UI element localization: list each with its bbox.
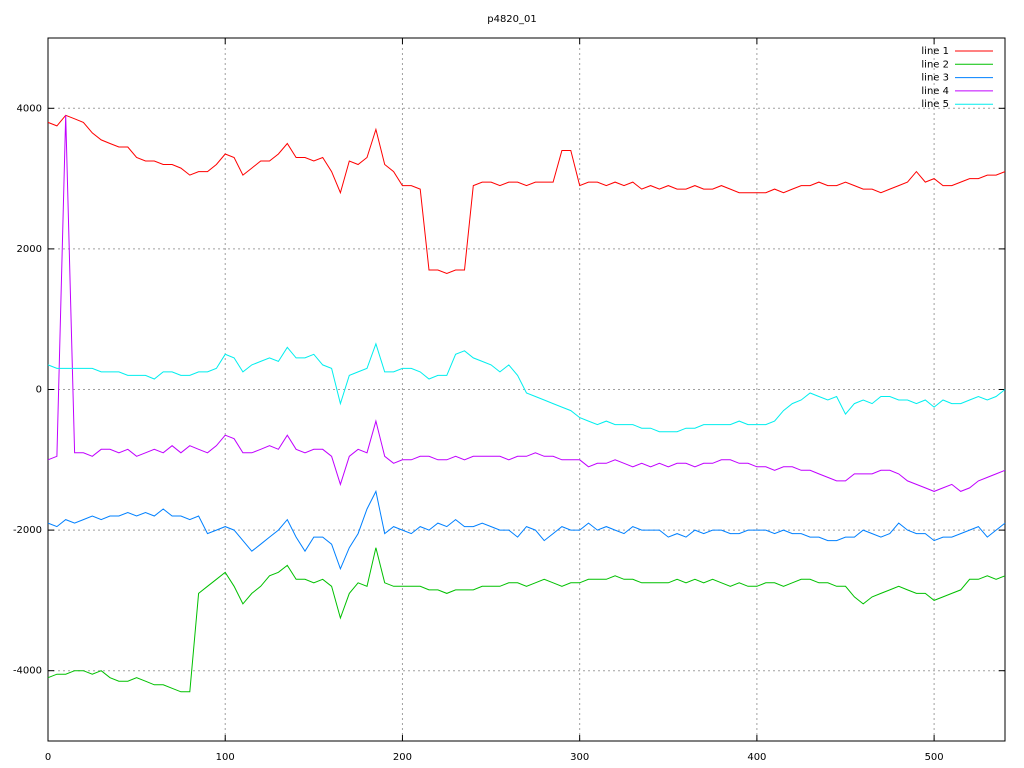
data-line bbox=[47, 342, 1006, 433]
data-line bbox=[47, 114, 1006, 275]
x-tick-label: 100 bbox=[216, 752, 235, 763]
y-tick-label: 0 bbox=[36, 385, 42, 396]
x-tick-label: 500 bbox=[925, 752, 944, 763]
plot-frame bbox=[47, 37, 1006, 742]
y-tick-label: -2000 bbox=[13, 525, 42, 536]
y-tick-label: 2000 bbox=[17, 244, 42, 255]
legend-label: line 5 bbox=[921, 99, 949, 110]
x-tick-label: 0 bbox=[45, 752, 51, 763]
x-tick-label: 300 bbox=[570, 752, 589, 763]
y-tick-label: -4000 bbox=[13, 666, 42, 677]
data-line bbox=[47, 489, 1006, 571]
chart-title: p4820_01 bbox=[487, 14, 537, 25]
data-line bbox=[47, 115, 1006, 492]
data-line bbox=[47, 547, 1006, 693]
legend-label: line 4 bbox=[921, 86, 949, 97]
legend-label: line 1 bbox=[921, 46, 949, 57]
legend-label: line 2 bbox=[921, 59, 949, 70]
x-tick-label: 200 bbox=[393, 752, 412, 763]
x-tick-label: 400 bbox=[747, 752, 766, 763]
legend-label: line 3 bbox=[921, 73, 949, 84]
y-tick-label: 4000 bbox=[17, 103, 42, 114]
